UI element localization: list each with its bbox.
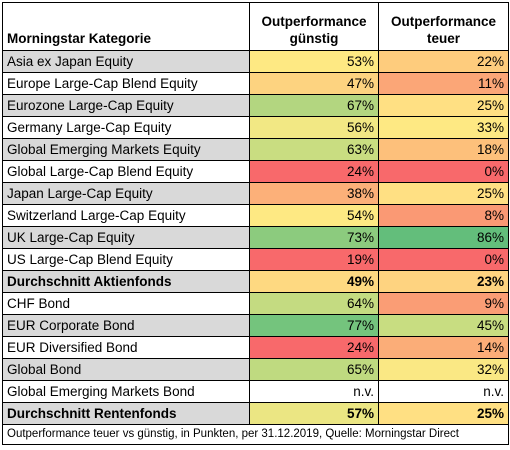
footnote-row: Outperformance teuer vs günstig, in Punk… <box>2 424 509 445</box>
row-category: EUR Diversified Bond <box>2 336 250 359</box>
row-category: US Large-Cap Blend Equity <box>2 248 250 271</box>
table-row: EUR Diversified Bond 24% 14% <box>2 336 509 359</box>
row-category: Asia ex Japan Equity <box>2 50 250 73</box>
row-category: Global Bond <box>2 358 250 381</box>
table-row: Global Large-Cap Blend Equity 24% 0% <box>2 160 509 183</box>
row-outperformance-guenstig: 77% <box>249 314 379 337</box>
table-row: US Large-Cap Blend Equity 19% 0% <box>2 248 509 271</box>
table-row: Durchschnitt Aktienfonds 49% 23% <box>2 270 509 293</box>
row-outperformance-guenstig: n.v. <box>249 380 379 403</box>
row-category: Durchschnitt Rentenfonds <box>2 402 250 425</box>
table-row: Asia ex Japan Equity 53% 22% <box>2 50 509 73</box>
header-col2-line2: teuer <box>426 31 460 46</box>
table-row: Eurozone Large-Cap Equity 67% 25% <box>2 94 509 117</box>
row-outperformance-guenstig: 47% <box>249 72 379 95</box>
table-row: Global Emerging Markets Equity 63% 18% <box>2 138 509 161</box>
row-category: Global Emerging Markets Equity <box>2 138 250 161</box>
table-row: Switzerland Large-Cap Equity 54% 8% <box>2 204 509 227</box>
row-outperformance-guenstig: 38% <box>249 182 379 205</box>
row-outperformance-teuer: 23% <box>378 270 509 293</box>
header-col2-line1: Outperformance <box>390 14 497 29</box>
row-outperformance-teuer: 25% <box>378 182 509 205</box>
row-outperformance-guenstig: 65% <box>249 358 379 381</box>
row-outperformance-teuer: 18% <box>378 138 509 161</box>
row-outperformance-teuer: 33% <box>378 116 509 139</box>
footnote: Outperformance teuer vs günstig, in Punk… <box>2 424 509 445</box>
row-outperformance-guenstig: 57% <box>249 402 379 425</box>
table-row: Europe Large-Cap Blend Equity 47% 11% <box>2 72 509 95</box>
row-outperformance-teuer: 9% <box>378 292 509 315</box>
row-outperformance-teuer: 25% <box>378 402 509 425</box>
row-outperformance-guenstig: 53% <box>249 50 379 73</box>
header-outperformance-teuer: Outperformance teuer <box>378 2 509 51</box>
table-header-row: Morningstar Kategorie Outperformance gün… <box>2 2 509 51</box>
row-category: UK Large-Cap Equity <box>2 226 250 249</box>
row-category: CHF Bond <box>2 292 250 315</box>
row-category: Germany Large-Cap Equity <box>2 116 250 139</box>
row-category: Europe Large-Cap Blend Equity <box>2 72 250 95</box>
row-outperformance-teuer: 25% <box>378 94 509 117</box>
row-category: Eurozone Large-Cap Equity <box>2 94 250 117</box>
row-outperformance-guenstig: 49% <box>249 270 379 293</box>
row-outperformance-teuer: n.v. <box>378 380 509 403</box>
row-category: Durchschnitt Aktienfonds <box>2 270 250 293</box>
row-category: Global Large-Cap Blend Equity <box>2 160 250 183</box>
header-outperformance-guenstig: Outperformance günstig <box>249 2 379 51</box>
row-outperformance-guenstig: 24% <box>249 336 379 359</box>
table-row: Durchschnitt Rentenfonds 57% 25% <box>2 402 509 425</box>
row-outperformance-guenstig: 19% <box>249 248 379 271</box>
outperformance-table: Morningstar Kategorie Outperformance gün… <box>2 2 509 445</box>
header-col1-line2: günstig <box>289 31 339 46</box>
table-row: EUR Corporate Bond 77% 45% <box>2 314 509 337</box>
table-row: UK Large-Cap Equity 73% 86% <box>2 226 509 249</box>
row-outperformance-guenstig: 24% <box>249 160 379 183</box>
row-outperformance-teuer: 22% <box>378 50 509 73</box>
table-row: Global Bond 65% 32% <box>2 358 509 381</box>
row-outperformance-teuer: 0% <box>378 248 509 271</box>
row-outperformance-teuer: 45% <box>378 314 509 337</box>
row-outperformance-teuer: 8% <box>378 204 509 227</box>
header-col1-line1: Outperformance <box>261 14 367 29</box>
header-category: Morningstar Kategorie <box>2 2 250 51</box>
table-row: Global Emerging Markets Bond n.v. n.v. <box>2 380 509 403</box>
row-category: Switzerland Large-Cap Equity <box>2 204 250 227</box>
row-outperformance-guenstig: 63% <box>249 138 379 161</box>
row-outperformance-guenstig: 67% <box>249 94 379 117</box>
row-outperformance-teuer: 14% <box>378 336 509 359</box>
row-outperformance-teuer: 0% <box>378 160 509 183</box>
row-outperformance-teuer: 86% <box>378 226 509 249</box>
table-row: CHF Bond 64% 9% <box>2 292 509 315</box>
row-outperformance-teuer: 11% <box>378 72 509 95</box>
row-outperformance-guenstig: 64% <box>249 292 379 315</box>
row-outperformance-guenstig: 73% <box>249 226 379 249</box>
table-row: Germany Large-Cap Equity 56% 33% <box>2 116 509 139</box>
row-outperformance-guenstig: 54% <box>249 204 379 227</box>
table-body: Asia ex Japan Equity 53% 22% Europe Large-C… <box>2 50 509 425</box>
row-outperformance-guenstig: 56% <box>249 116 379 139</box>
row-category: EUR Corporate Bond <box>2 314 250 337</box>
row-outperformance-teuer: 32% <box>378 358 509 381</box>
row-category: Global Emerging Markets Bond <box>2 380 250 403</box>
table-row: Japan Large-Cap Equity 38% 25% <box>2 182 509 205</box>
row-category: Japan Large-Cap Equity <box>2 182 250 205</box>
